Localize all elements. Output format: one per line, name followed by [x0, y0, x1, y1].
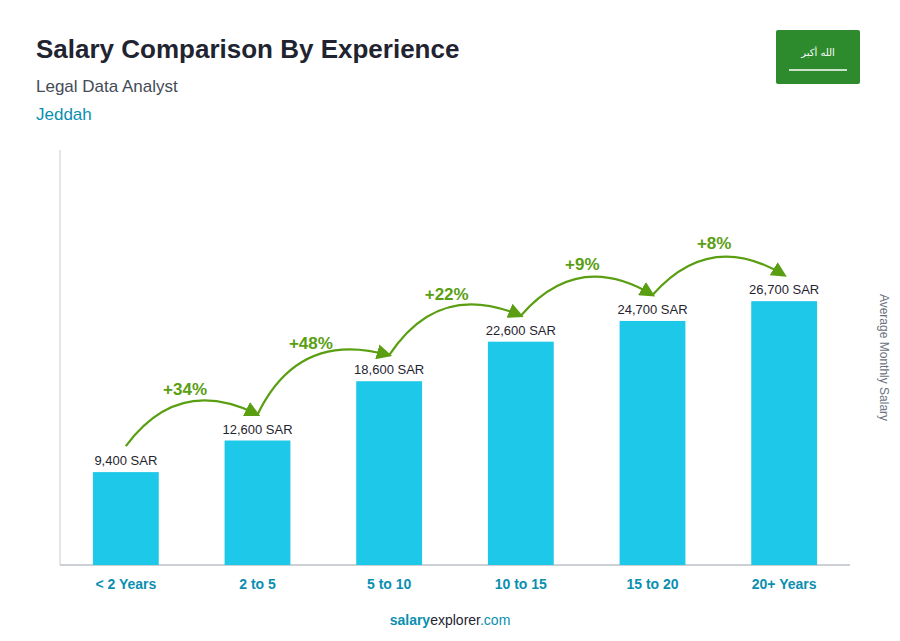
flag-text: الله أكبر — [800, 46, 835, 58]
arrows: +34% +48% +22% +9% +8% — [126, 234, 784, 446]
x-tick-label: 5 to 10 — [367, 576, 412, 592]
arrow — [389, 304, 521, 355]
data-labels: 9,400 SAR 12,600 SAR 18,600 SAR 22,600 SAR 2… — [94, 282, 819, 468]
y-axis-line — [60, 150, 61, 565]
data-label: 9,400 SAR — [94, 453, 157, 468]
bar — [93, 472, 159, 565]
bar — [620, 321, 686, 565]
bar — [225, 441, 291, 566]
bars — [93, 301, 817, 565]
x-axis-line — [60, 565, 850, 566]
annotation: +22% — [425, 285, 469, 304]
arrow — [258, 349, 390, 414]
title: Salary Comparison By Experience — [36, 34, 459, 64]
footer: salaryexplorer.com — [390, 612, 511, 628]
annotation: +8% — [697, 234, 732, 253]
flag: الله أكبر — [776, 30, 860, 84]
data-label: 26,700 SAR — [749, 282, 819, 297]
x-tick-label: 15 to 20 — [626, 576, 678, 592]
footer-part: salary — [390, 612, 431, 628]
y-axis-label: Average Monthly Salary — [877, 294, 891, 421]
annotation: +48% — [289, 334, 333, 353]
chart-container: Salary Comparison By Experience Legal Dat… — [0, 0, 900, 641]
subtitle: Legal Data Analyst — [36, 77, 178, 96]
flag-background — [776, 30, 860, 84]
bar — [751, 301, 817, 565]
chart: Salary Comparison By Experience Legal Dat… — [0, 0, 900, 641]
arrow — [126, 400, 258, 446]
footer-part: .com — [480, 612, 510, 628]
arrow — [653, 257, 785, 295]
data-label: 22,600 SAR — [486, 323, 556, 338]
arrow — [521, 277, 653, 316]
x-tick-label: < 2 Years — [95, 576, 156, 592]
annotation: +34% — [163, 380, 207, 399]
x-tick-label: 20+ Years — [752, 576, 817, 592]
bar — [488, 342, 554, 565]
x-tick-labels: < 2 Years 2 to 5 5 to 10 10 to 15 15 to 20 20… — [95, 576, 816, 592]
data-label: 24,700 SAR — [617, 302, 687, 317]
x-tick-label: 10 to 15 — [495, 576, 547, 592]
footer-part: explorer — [430, 612, 481, 628]
data-label: 18,600 SAR — [354, 362, 424, 377]
bar — [356, 381, 422, 565]
city: Jeddah — [36, 105, 92, 124]
flag-sword — [789, 69, 847, 71]
data-label: 12,600 SAR — [222, 422, 292, 437]
x-tick-label: 2 to 5 — [239, 576, 276, 592]
annotation: +9% — [565, 255, 600, 274]
